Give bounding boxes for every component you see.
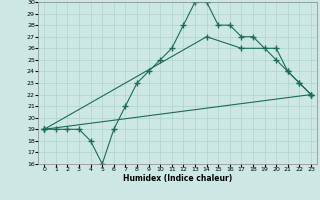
- X-axis label: Humidex (Indice chaleur): Humidex (Indice chaleur): [123, 174, 232, 183]
